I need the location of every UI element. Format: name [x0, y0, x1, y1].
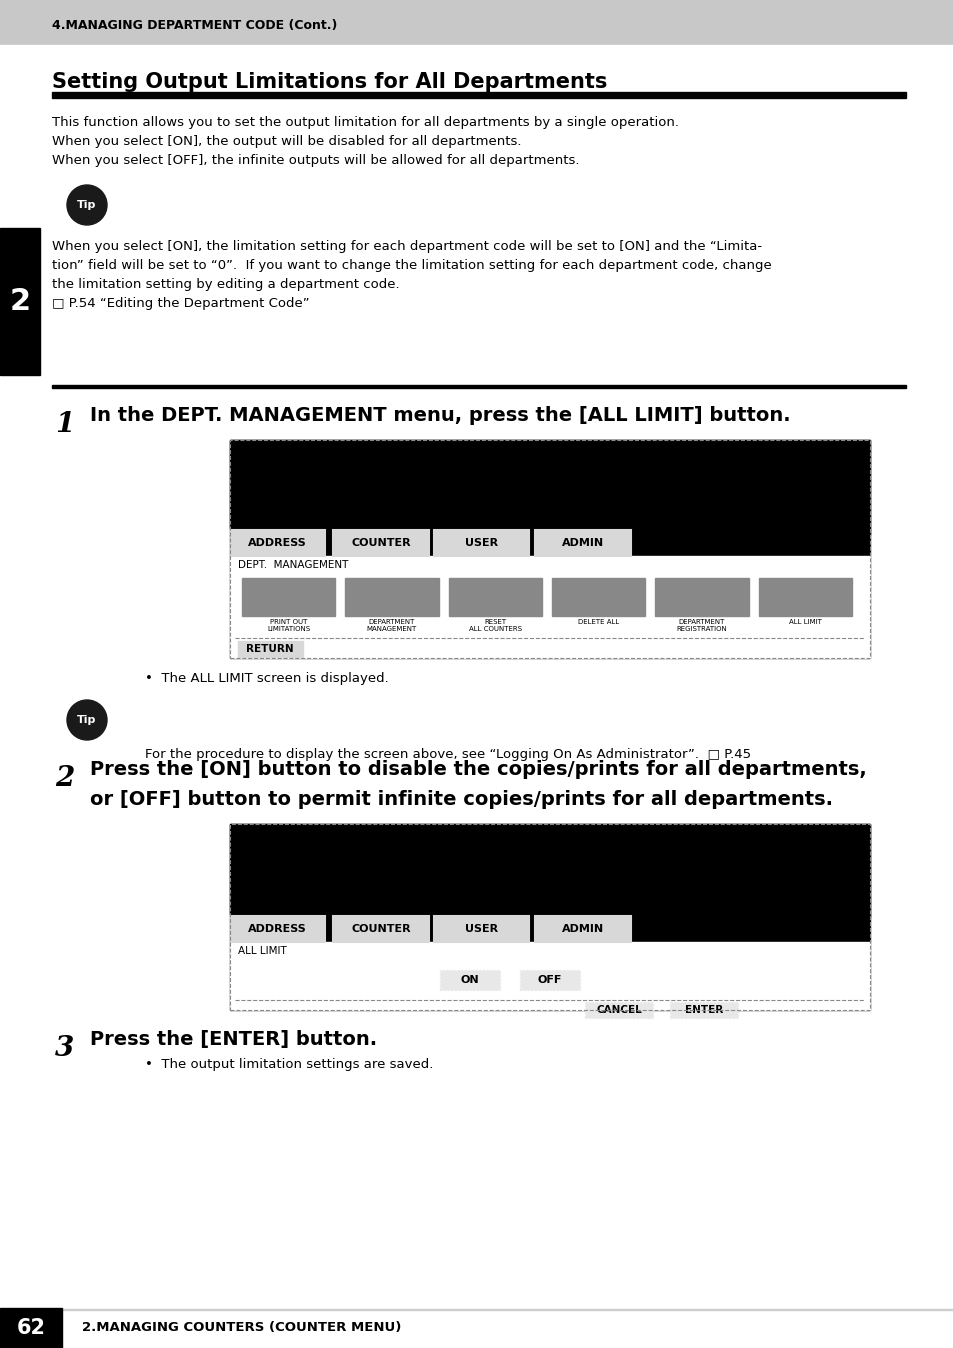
Bar: [230, 439, 869, 658]
Text: When you select [ON], the output will be disabled for all departments.: When you select [ON], the output will be…: [52, 135, 521, 148]
Text: 3: 3: [55, 1035, 74, 1062]
Bar: [0, 1309, 953, 1310]
Text: •  The ALL LIMIT screen is displayed.: • The ALL LIMIT screen is displayed.: [145, 673, 388, 685]
Bar: [552, 578, 644, 616]
Bar: [230, 824, 869, 1010]
Bar: [0, 228, 40, 375]
Text: RETURN: RETURN: [246, 644, 294, 654]
Bar: [237, 642, 303, 656]
Text: or [OFF] button to permit infinite copies/prints for all departments.: or [OFF] button to permit infinite copie…: [90, 790, 832, 809]
Bar: [535, 917, 630, 942]
Bar: [230, 824, 869, 1010]
Bar: [669, 1002, 738, 1018]
Text: DEPARTMENT
REGISTRATION: DEPARTMENT REGISTRATION: [676, 619, 726, 632]
Text: □ P.54 “Editing the Department Code”: □ P.54 “Editing the Department Code”: [52, 297, 310, 310]
Bar: [230, 942, 869, 1010]
Bar: [0, 0, 953, 44]
Bar: [230, 439, 869, 535]
Bar: [0, 1308, 953, 1348]
Text: DEPT.  MANAGEMENT: DEPT. MANAGEMENT: [237, 559, 348, 570]
Bar: [333, 917, 429, 942]
Text: ALL LIMIT: ALL LIMIT: [237, 946, 287, 956]
Text: CANCEL: CANCEL: [596, 1006, 641, 1015]
Text: 2.MANAGING COUNTERS (COUNTER MENU): 2.MANAGING COUNTERS (COUNTER MENU): [82, 1321, 401, 1335]
Text: ADMIN: ADMIN: [561, 538, 603, 549]
Text: OFF: OFF: [537, 975, 561, 985]
Text: tion” field will be set to “0”.  If you want to change the limitation setting fo: tion” field will be set to “0”. If you w…: [52, 259, 771, 272]
Bar: [439, 971, 499, 989]
Bar: [550, 574, 647, 634]
Bar: [655, 578, 748, 616]
Text: •  The output limitation settings are saved.: • The output limitation settings are sav…: [145, 1058, 433, 1072]
Bar: [519, 971, 579, 989]
Text: COUNTER: COUNTER: [351, 538, 411, 549]
Text: ADDRESS: ADDRESS: [248, 923, 307, 934]
Bar: [0, 1308, 62, 1348]
Text: USER: USER: [464, 538, 497, 549]
Text: DELETE ALL: DELETE ALL: [578, 619, 618, 625]
Text: In the DEPT. MANAGEMENT menu, press the [ALL LIMIT] button.: In the DEPT. MANAGEMENT menu, press the …: [90, 406, 790, 425]
Text: Tip: Tip: [77, 200, 96, 210]
Bar: [52, 92, 905, 98]
Bar: [584, 1002, 652, 1018]
Text: Press the [ENTER] button.: Press the [ENTER] button.: [90, 1030, 376, 1049]
Text: ON: ON: [460, 975, 478, 985]
Bar: [345, 578, 438, 616]
Bar: [434, 917, 529, 942]
Text: ADDRESS: ADDRESS: [248, 538, 307, 549]
Text: USER: USER: [464, 923, 497, 934]
Text: ENTER: ENTER: [684, 1006, 722, 1015]
Text: the limitation setting by editing a department code.: the limitation setting by editing a depa…: [52, 278, 399, 291]
Text: 4.MANAGING DEPARTMENT CODE (Cont.): 4.MANAGING DEPARTMENT CODE (Cont.): [52, 19, 337, 31]
Bar: [653, 574, 750, 634]
Bar: [52, 386, 905, 388]
Text: 1: 1: [55, 411, 74, 438]
Text: For the procedure to display the screen above, see “Logging On As Administrator”: For the procedure to display the screen …: [145, 748, 750, 762]
Bar: [230, 530, 325, 555]
Circle shape: [67, 700, 107, 740]
Bar: [448, 578, 541, 616]
Bar: [240, 574, 337, 634]
Text: 2: 2: [55, 766, 74, 793]
Bar: [230, 555, 869, 658]
Text: COUNTER: COUNTER: [351, 923, 411, 934]
Text: Setting Output Limitations for All Departments: Setting Output Limitations for All Depar…: [52, 71, 607, 92]
Text: 2: 2: [10, 287, 30, 315]
Text: ALL LIMIT: ALL LIMIT: [788, 619, 821, 625]
Bar: [434, 530, 529, 555]
Bar: [343, 574, 440, 634]
Bar: [446, 574, 543, 634]
Text: Tip: Tip: [77, 714, 96, 725]
Bar: [758, 578, 851, 616]
Text: DEPARTMENT
MANAGEMENT: DEPARTMENT MANAGEMENT: [367, 619, 416, 632]
Bar: [230, 439, 869, 658]
Bar: [230, 917, 325, 942]
Text: When you select [OFF], the infinite outputs will be allowed for all departments.: When you select [OFF], the infinite outp…: [52, 154, 578, 167]
Text: This function allows you to set the output limitation for all departments by a s: This function allows you to set the outp…: [52, 116, 679, 129]
Bar: [756, 574, 853, 634]
Bar: [535, 530, 630, 555]
Text: RESET
ALL COUNTERS: RESET ALL COUNTERS: [468, 619, 521, 632]
Bar: [333, 530, 429, 555]
Text: When you select [ON], the limitation setting for each department code will be se: When you select [ON], the limitation set…: [52, 240, 761, 253]
Text: ADMIN: ADMIN: [561, 923, 603, 934]
Circle shape: [67, 185, 107, 225]
Text: 62: 62: [16, 1318, 46, 1339]
Text: PRINT OUT
LIMITATIONS: PRINT OUT LIMITATIONS: [267, 619, 310, 632]
Bar: [242, 578, 335, 616]
Bar: [230, 824, 869, 918]
Text: Press the [ON] button to disable the copies/prints for all departments,: Press the [ON] button to disable the cop…: [90, 760, 866, 779]
